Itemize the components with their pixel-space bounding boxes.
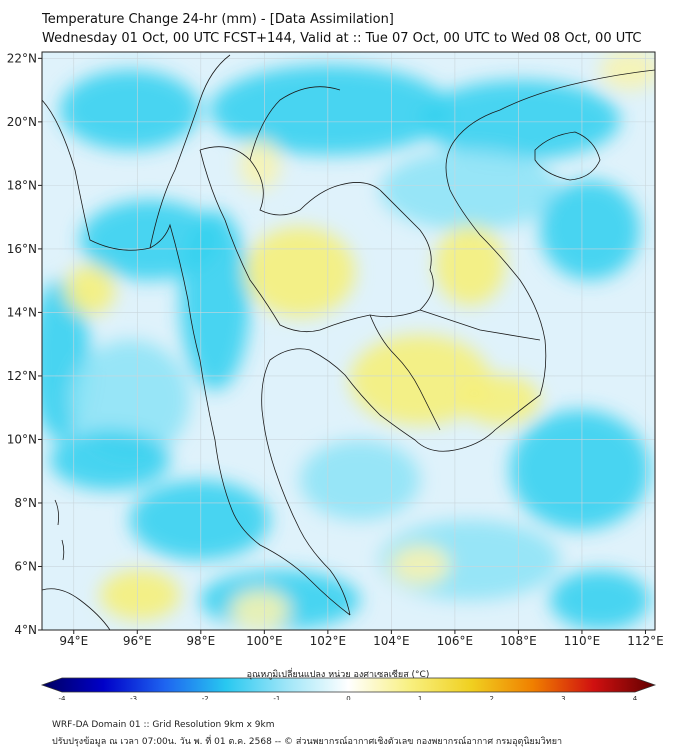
colorbar-tick-label: -1 <box>273 695 280 700</box>
y-tick-label: 10°N <box>7 432 37 446</box>
map-frame <box>41 51 656 631</box>
colorbar-tick-label: -3 <box>130 695 137 700</box>
colorbar-tick-label: 4 <box>633 695 638 700</box>
x-tick-label: 104°E <box>373 634 410 648</box>
colorbar-ticks: -4 -3 -2 -1 0 1 2 3 4 <box>59 695 638 700</box>
x-tick-label: 94°E <box>59 634 88 648</box>
colorbar-tick-label: 1 <box>418 695 422 700</box>
colorbar-body <box>40 677 657 693</box>
colorbar-tick-label: 3 <box>561 695 565 700</box>
y-tick-label: 22°N <box>7 51 37 65</box>
coastlines-and-borders <box>42 54 655 630</box>
colorbar-title: อุณหภูมิเปลี่ยนแปลง หน่วย องศาเซลเซียส (… <box>246 670 430 680</box>
x-tick-label: 106°E <box>437 634 474 648</box>
x-tick-label: 108°E <box>500 634 537 648</box>
y-tick-label: 18°N <box>7 178 37 192</box>
y-tick-label: 4°N <box>14 623 37 637</box>
y-tick-label: 20°N <box>7 115 37 129</box>
footer-model-info: WRF-DA Domain 01 :: Grid Resolution 9km … <box>52 720 275 730</box>
x-tick-label: 102°E <box>310 634 347 648</box>
y-tick-label: 6°N <box>14 559 37 573</box>
x-axis: 94°E 96°E 98°E 100°E 102°E 104°E 106°E 108°E 110… <box>59 630 664 648</box>
y-tick-label: 12°N <box>7 369 37 383</box>
colorbar-tick-label: 2 <box>490 695 494 700</box>
colorbar: -4 -3 -2 -1 0 1 2 3 4 <box>40 677 657 700</box>
colorbar-tick-label: -4 <box>59 695 67 700</box>
y-tick-label: 8°N <box>14 496 37 510</box>
y-tick-label: 16°N <box>7 242 37 256</box>
x-tick-label: 112°E <box>627 634 664 648</box>
colorbar-tick-label: -2 <box>202 695 209 700</box>
x-tick-label: 96°E <box>123 634 152 648</box>
map-title: Temperature Change 24-hr (mm) - [Data As… <box>42 12 394 27</box>
temperature-change-map: 94°E 96°E 98°E 100°E 102°E 104°E 106°E 108°E 110… <box>7 51 664 700</box>
colorbar-tick-label: 0 <box>346 695 350 700</box>
x-tick-label: 110°E <box>564 634 601 648</box>
y-axis: 4°N 6°N 8°N 10°N 12°N 14°N 16°N 18°N 20°N 22°N <box>7 51 42 637</box>
x-tick-label: 98°E <box>186 634 215 648</box>
y-tick-label: 14°N <box>7 305 37 319</box>
map-subtitle: Wednesday 01 Oct, 00 UTC FCST+144, Valid… <box>42 31 642 46</box>
footer-credit: ปรับปรุงข้อมูล ณ เวลา 07:00น. วัน พ. ที่… <box>52 737 563 747</box>
x-tick-label: 100°E <box>246 634 283 648</box>
